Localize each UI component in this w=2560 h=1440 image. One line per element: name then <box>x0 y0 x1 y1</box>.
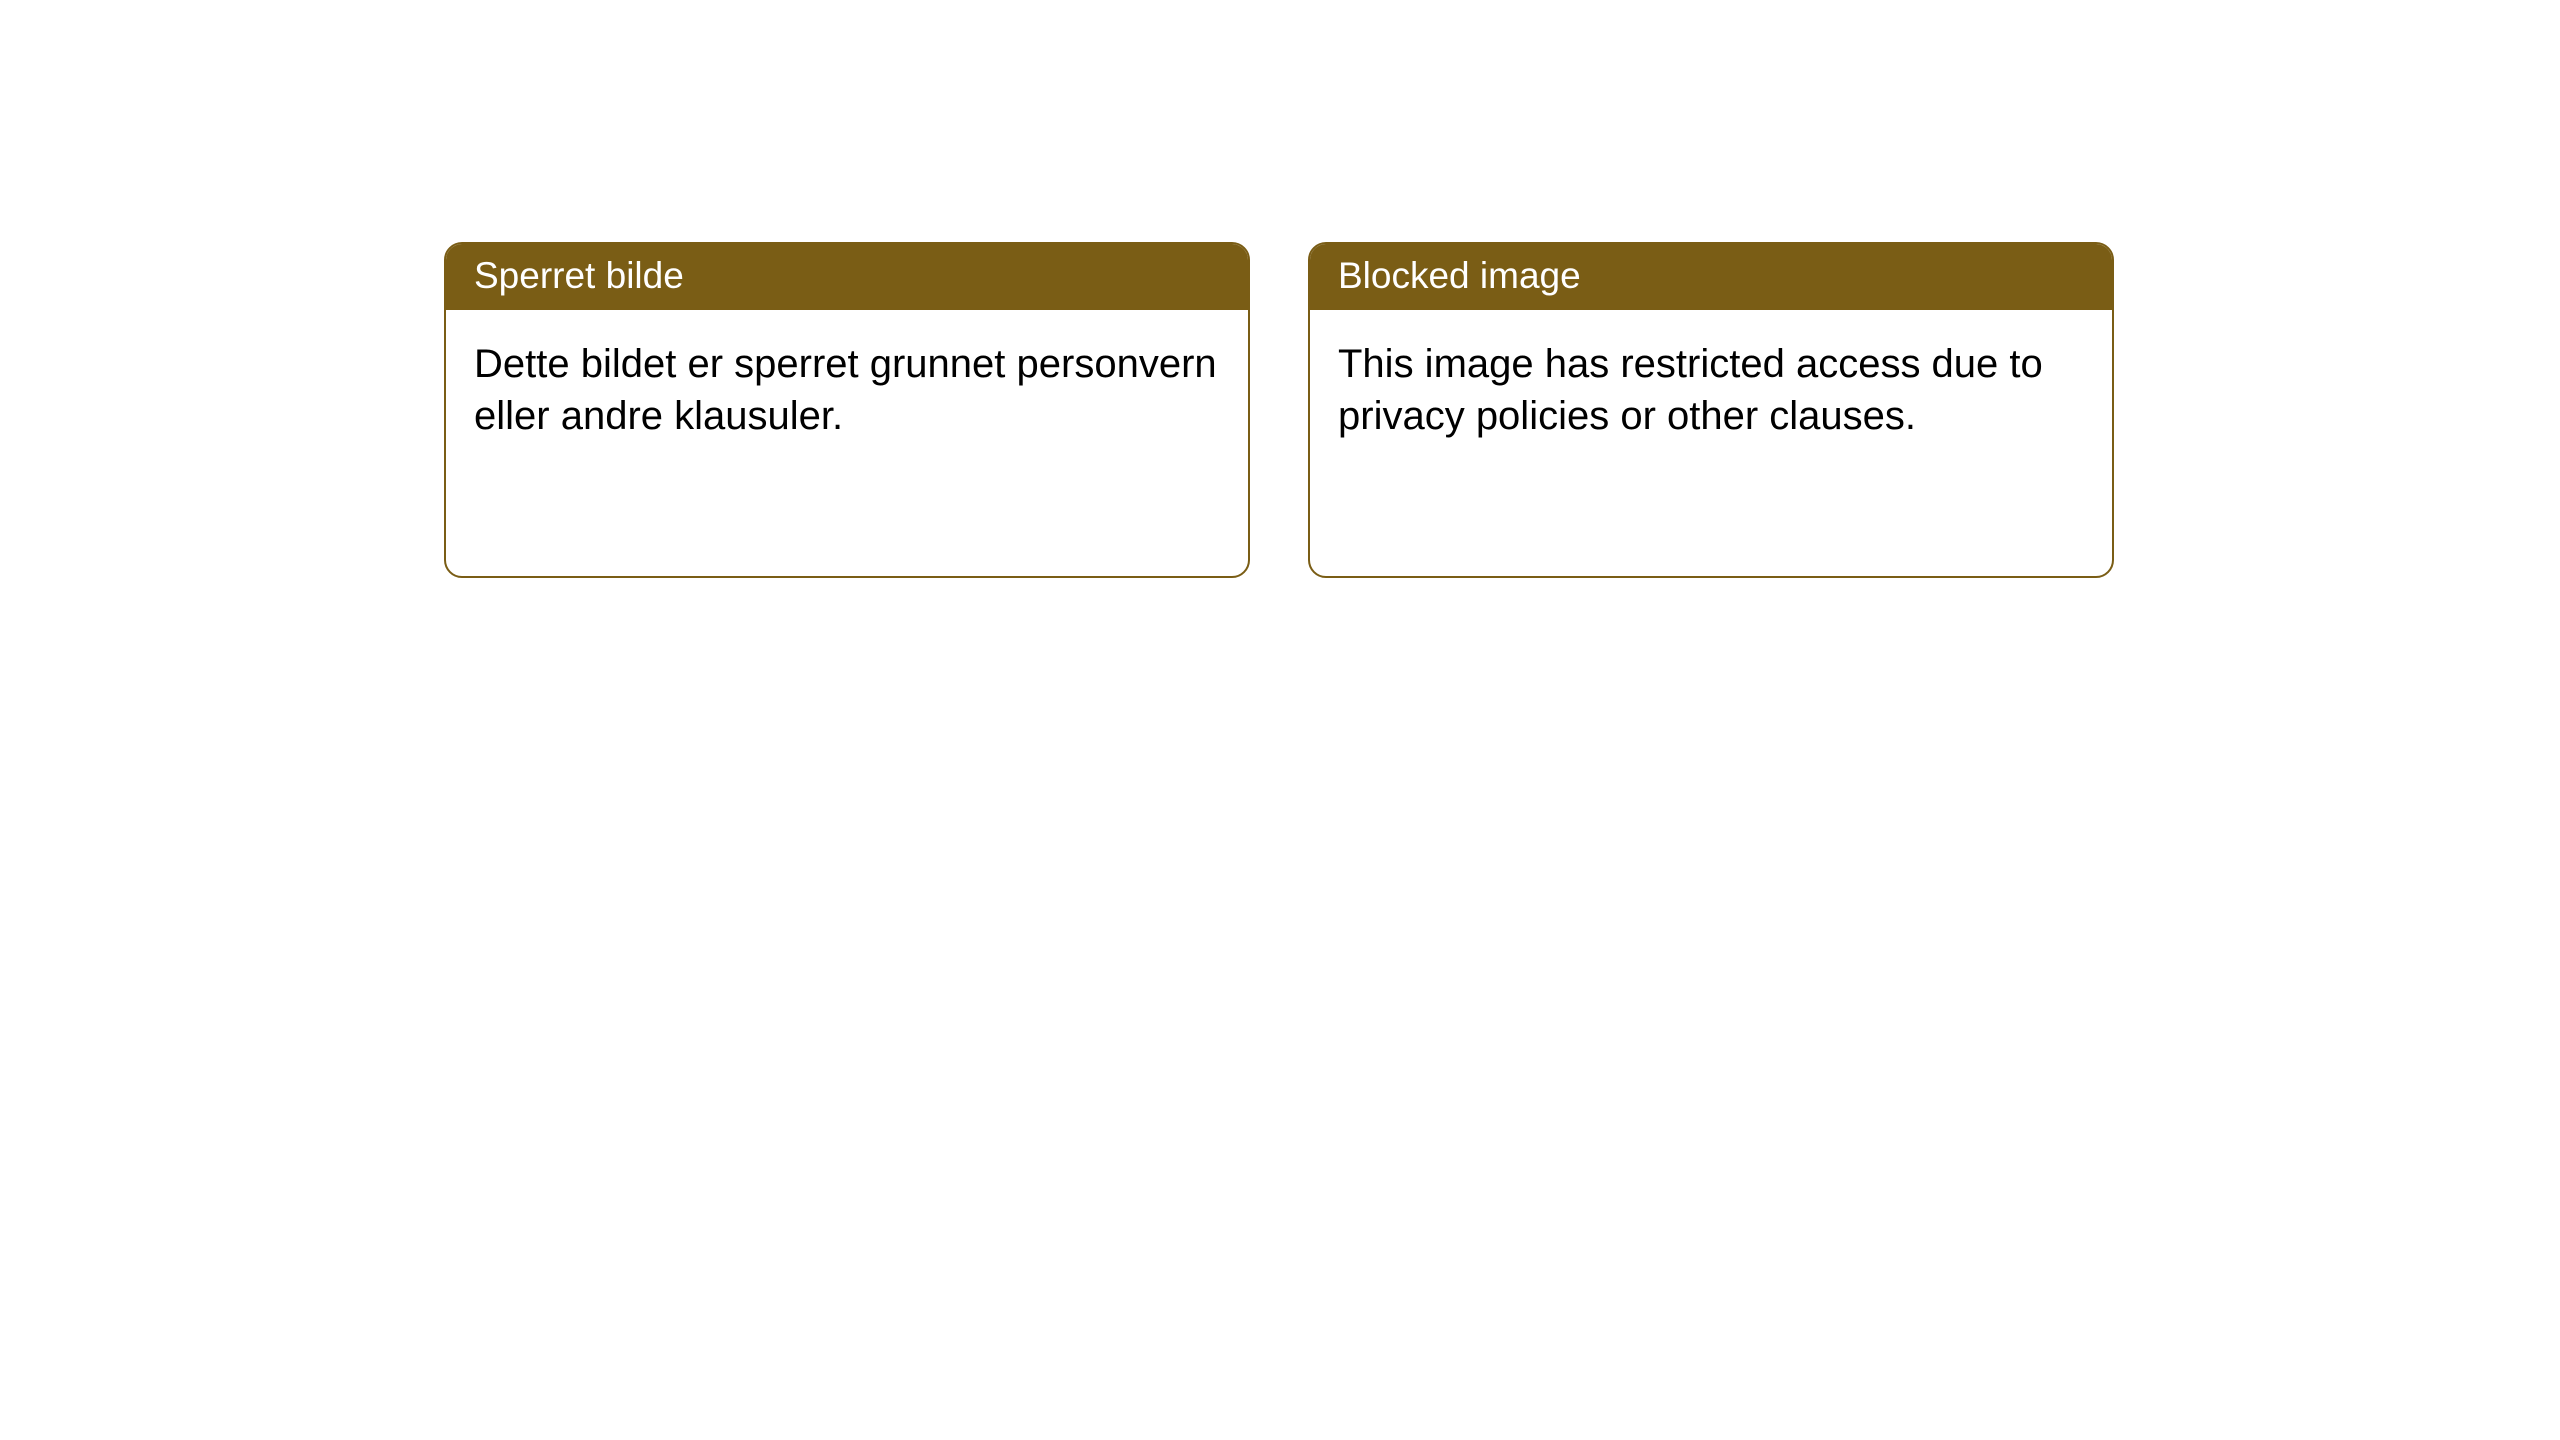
notice-cards-container: Sperret bilde Dette bildet er sperret gr… <box>444 242 2560 578</box>
notice-card-norwegian: Sperret bilde Dette bildet er sperret gr… <box>444 242 1250 578</box>
notice-header: Sperret bilde <box>446 244 1248 310</box>
notice-header: Blocked image <box>1310 244 2112 310</box>
notice-body: This image has restricted access due to … <box>1310 310 2112 470</box>
notice-card-english: Blocked image This image has restricted … <box>1308 242 2114 578</box>
notice-body: Dette bildet er sperret grunnet personve… <box>446 310 1248 470</box>
